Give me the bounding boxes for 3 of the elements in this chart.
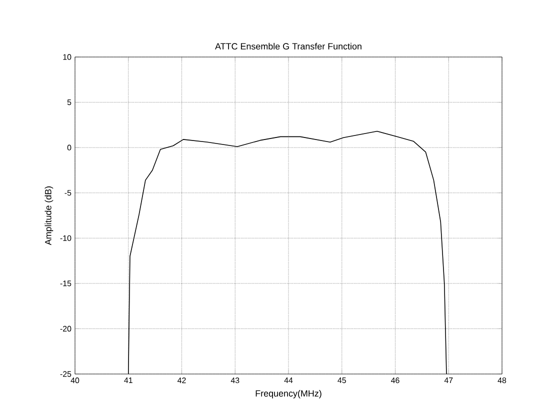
- y-axis-title: Amplitude (dB): [44, 186, 54, 246]
- chart-title: ATTC Ensemble G Transfer Function: [215, 42, 362, 50]
- x-axis-title: Frequency(MHz): [256, 390, 322, 398]
